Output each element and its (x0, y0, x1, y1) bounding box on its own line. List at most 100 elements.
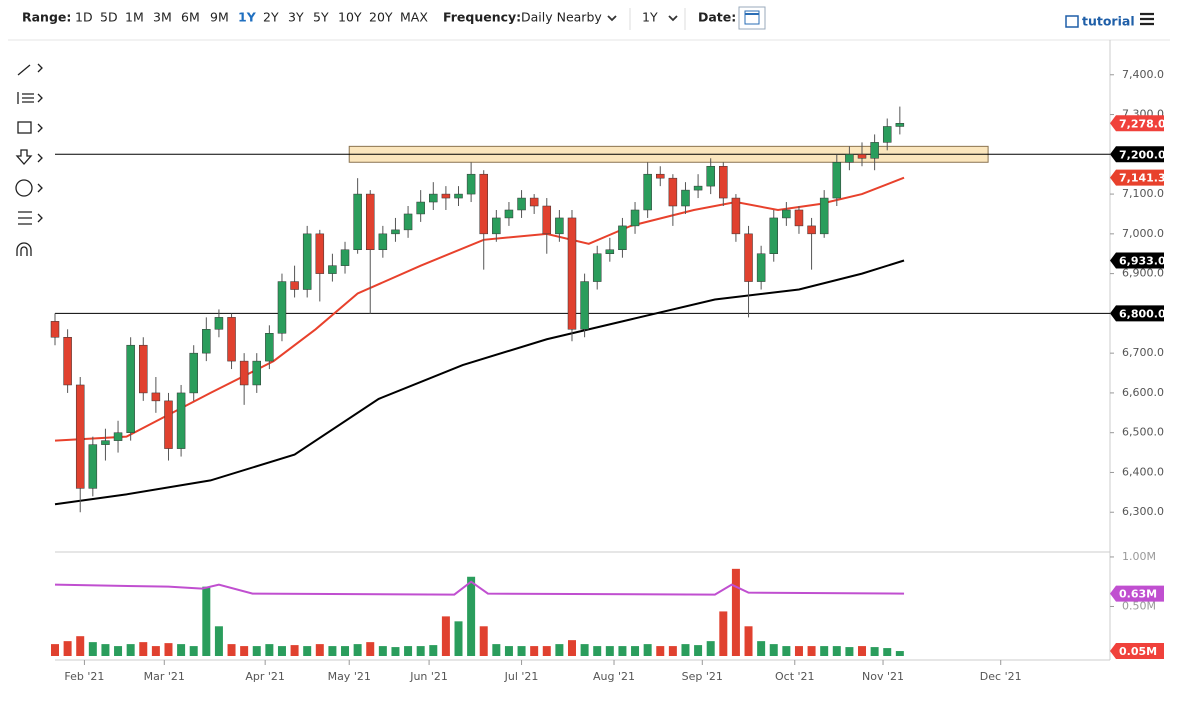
volume-bar (555, 644, 564, 656)
range-button[interactable]: 9M (210, 10, 229, 25)
volume-bar (530, 646, 539, 656)
candle-body (315, 233, 325, 274)
tool-fib[interactable] (17, 92, 34, 104)
candle-body (151, 392, 161, 402)
candle-body (656, 173, 665, 179)
candle-body (744, 233, 753, 282)
volume-bar (782, 646, 791, 656)
chevron[interactable] (668, 15, 678, 22)
volume-bar (605, 646, 614, 656)
value-badge-label: 6,933.0 (1119, 254, 1166, 267)
candle-body (139, 344, 148, 394)
y-tick-label: 6,400.0 (1122, 465, 1164, 478)
volume-bar (214, 626, 223, 656)
candle-body (681, 189, 690, 207)
range-label: Range: (22, 10, 71, 25)
x-tick-label: Dec '21 (980, 670, 1022, 683)
volume-bar (706, 641, 715, 656)
candle-body (517, 197, 526, 211)
x-tick-label: Mar '21 (144, 670, 185, 683)
range-button[interactable]: 3M (153, 10, 172, 25)
tool-pattern[interactable] (18, 211, 32, 225)
volume-bar (126, 644, 135, 656)
y-tick-label: 0.50M (1122, 599, 1156, 612)
volume-bar (883, 648, 892, 656)
tutorial-icon[interactable] (1065, 15, 1079, 28)
range-button[interactable]: 10Y (338, 10, 362, 25)
volume-bar (177, 644, 186, 656)
candle-body (113, 432, 123, 441)
calendar-button[interactable] (738, 6, 766, 30)
volume-bar (719, 611, 728, 656)
range-button[interactable]: 20Y (369, 10, 393, 25)
candle-body (202, 329, 211, 354)
range-button[interactable]: 1Y (238, 10, 257, 25)
y-tick-label: 7,000.0 (1122, 227, 1164, 240)
value-badge-label: 6,800.0 (1119, 307, 1166, 320)
value-badge (1110, 115, 1164, 132)
candle-body (176, 392, 186, 449)
candle-body (50, 321, 60, 338)
volume-bar (731, 568, 740, 656)
candle-body (630, 209, 640, 227)
tool-expand[interactable] (37, 63, 43, 223)
range-button[interactable]: MAX (400, 10, 428, 25)
candle-body (429, 193, 438, 203)
value-badge-label: 0.63M (1119, 588, 1157, 601)
x-tick-label: Jul '21 (504, 670, 539, 683)
calendar-icon[interactable] (744, 10, 760, 25)
volume-bar (895, 651, 904, 656)
candle-body (265, 333, 274, 362)
candle-body (164, 400, 173, 449)
value-badge (1110, 643, 1164, 660)
candle-body (882, 126, 892, 143)
candle-body (88, 444, 98, 489)
range-button[interactable]: 3Y (288, 10, 304, 25)
menu-button[interactable] (1140, 12, 1154, 26)
tool-magnet[interactable] (16, 242, 32, 256)
y-tick-label: 6,500.0 (1122, 426, 1164, 439)
candle-body (75, 384, 85, 489)
range-button[interactable]: 2Y (263, 10, 279, 25)
candle-body (529, 197, 539, 207)
volume-bar (694, 645, 703, 656)
candle-body (782, 209, 791, 219)
candle-body (101, 440, 110, 445)
calendar-frame[interactable] (738, 6, 766, 30)
candle-body (391, 229, 400, 235)
frequency-select[interactable]: Daily Nearby (521, 10, 602, 25)
volume-bar (303, 646, 312, 656)
volume-bar (517, 646, 526, 656)
chevron[interactable] (607, 15, 617, 22)
period-select[interactable]: 1Y (642, 10, 658, 25)
tool-arrow[interactable] (15, 149, 33, 165)
candle-body (328, 265, 337, 274)
x-tick-label: Jun '21 (409, 670, 448, 683)
candle-body (252, 360, 262, 386)
volume-bar (567, 640, 576, 656)
range-button[interactable]: 1M (125, 10, 144, 25)
volume-bar (391, 647, 400, 656)
volume-bar (618, 646, 627, 656)
candle-body (555, 217, 564, 235)
value-badge (1110, 169, 1164, 186)
tool-rect[interactable] (17, 121, 32, 134)
tool-line[interactable] (17, 64, 31, 76)
candle-body (479, 173, 488, 235)
volume-bar (366, 642, 375, 656)
value-badge-label: 7,141.3 (1119, 172, 1166, 185)
tool-note[interactable] (15, 179, 33, 197)
candle-body (870, 142, 879, 159)
candle-body (668, 177, 678, 207)
range-button[interactable]: 1D (75, 10, 93, 25)
range-button[interactable]: 6M (181, 10, 200, 25)
range-button[interactable]: 5Y (313, 10, 329, 25)
tutorial-link[interactable]: tutorial (1082, 14, 1135, 29)
volume-bar (101, 644, 110, 656)
volume-bar (858, 646, 867, 656)
volume-bar (378, 646, 387, 656)
candle-body (277, 281, 287, 334)
volume-bar (744, 626, 753, 656)
range-button[interactable]: 5D (100, 10, 118, 25)
